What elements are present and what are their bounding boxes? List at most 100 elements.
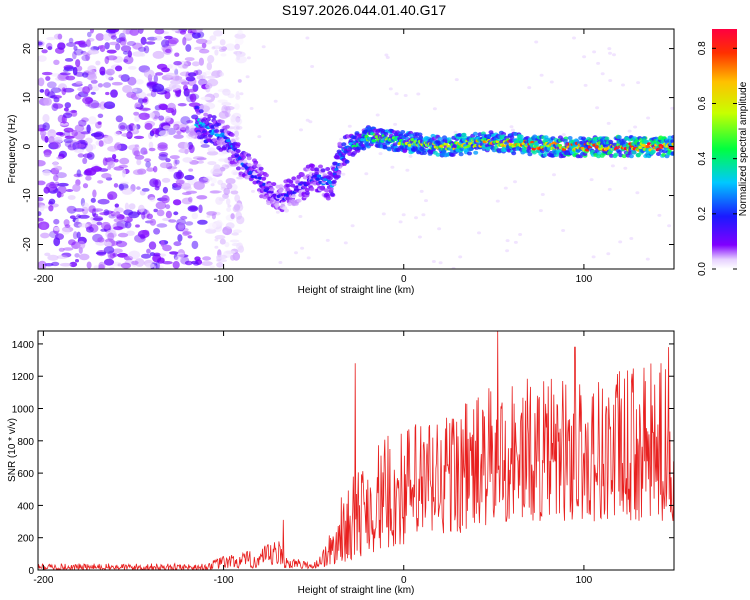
noise-blob [196,75,204,80]
noise-blob [218,46,223,50]
noise-blob [173,123,180,131]
noise-blob [217,151,227,156]
noise-blob [209,265,215,269]
noise-blob [164,35,173,40]
noise-blob [670,106,674,110]
noise-blob [102,33,112,41]
noise-blob [146,167,155,172]
noise-blob [454,78,459,82]
ridge-halo [258,166,264,171]
noise-blob [214,49,219,56]
ridge-halo [214,128,220,133]
noise-blob [139,52,146,57]
noise-blob [75,71,85,77]
noise-blob [92,208,104,212]
noise-blob [52,103,64,109]
noise-blob [178,123,189,131]
noise-blob [237,245,245,253]
noise-blob [182,231,192,235]
noise-blob [405,168,410,172]
noise-blob [90,79,98,84]
noise-blob [57,42,66,50]
noise-blob [62,247,74,251]
noise-blob [141,211,146,220]
noise-blob [75,143,86,148]
noise-blob [76,231,81,239]
noise-blob [561,229,566,232]
ridge-halo [324,188,329,193]
noise-blob [606,252,611,256]
noise-blob [136,186,141,190]
noise-blob [42,122,50,131]
noise-blob [133,111,140,116]
noise-blob [38,211,42,217]
noise-blob [458,255,463,259]
noise-blob [143,69,155,78]
ridge-halo [650,149,656,154]
noise-blob [38,160,46,167]
noise-blob [153,74,158,83]
noise-blob [65,75,76,81]
noise-blob [187,72,197,77]
noise-blob [193,181,205,190]
noise-blob [177,169,183,178]
noise-blob [339,137,344,141]
ridge-halo [198,109,204,114]
noise-blob [206,214,211,218]
noise-blob [91,86,100,92]
noise-blob [104,258,114,266]
noise-blob [73,208,85,212]
noise-blob [234,194,241,203]
noise-blob [90,197,96,203]
noise-blob [87,31,92,38]
noise-blob [82,96,94,105]
noise-blob [92,189,97,198]
noise-blob [48,129,56,134]
noise-blob [44,135,49,143]
noise-blob [398,220,403,224]
noise-blob [47,129,57,139]
noise-blob [646,116,651,120]
ridge-halo [246,163,252,167]
noise-blob [141,188,150,192]
noise-blob [68,37,74,44]
noise-blob [401,213,406,217]
noise-blob [126,230,135,236]
noise-blob [477,231,481,235]
noise-blob [126,131,133,140]
noise-blob [607,47,612,51]
noise-blob [89,69,96,79]
noise-blob [612,53,616,57]
noise-blob [135,224,140,228]
noise-blob [246,56,251,60]
noise-blob [325,238,330,242]
noise-blob [194,46,206,51]
noise-blob [583,83,588,87]
noise-blob [206,150,219,156]
noise-blob [53,226,60,231]
y-tick-label: 20 [22,43,33,55]
noise-blob [114,211,121,217]
noise-blob [162,261,173,265]
noise-blob [198,57,204,66]
noise-blob [220,182,227,189]
noise-blob [124,202,129,211]
ridge-halo [242,159,248,164]
noise-blob [230,213,235,220]
noise-blob [225,250,236,254]
noise-blob [134,115,140,122]
ridge-halo [271,182,277,187]
noise-blob [225,106,231,114]
noise-blob [112,55,124,63]
noise-blob [59,72,71,76]
noise-blob [107,145,119,152]
noise-blob [199,48,210,54]
noise-blob [66,205,77,214]
noise-blob [607,187,612,191]
noise-blob [179,30,187,35]
noise-blob [162,125,171,130]
noise-blob [74,253,80,258]
noise-blob [308,120,313,124]
noise-blob [236,215,245,225]
noise-blob [92,217,103,221]
